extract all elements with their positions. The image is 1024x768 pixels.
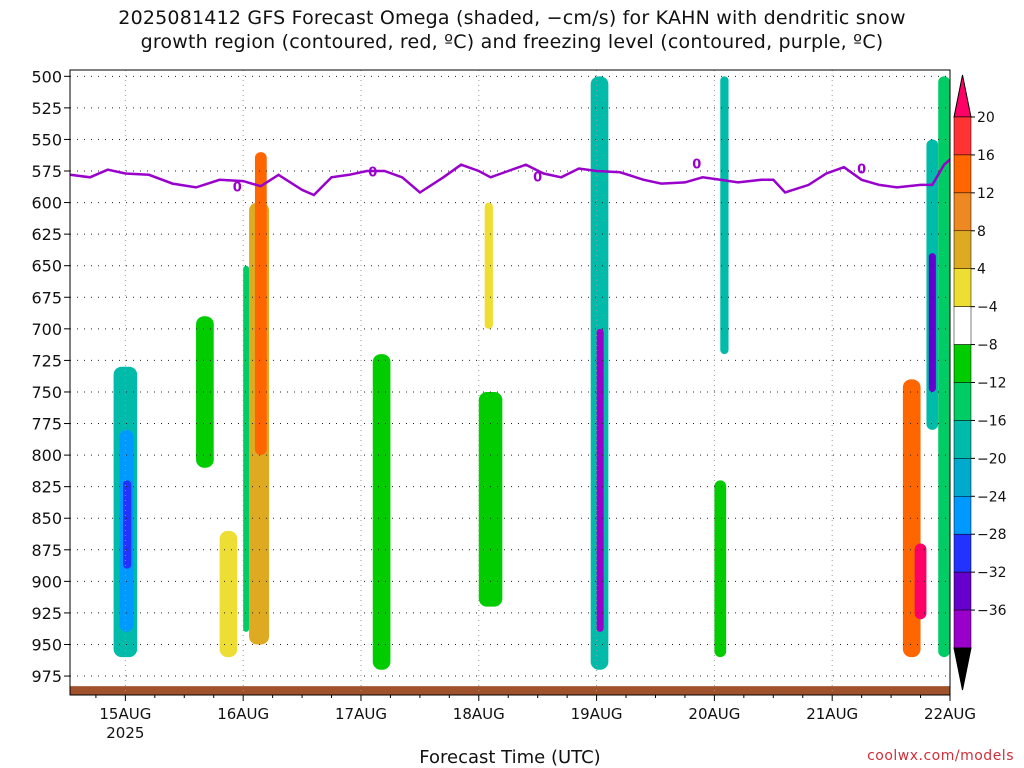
y-tick-label: 700 — [31, 320, 62, 339]
freezing-level-label: 0 — [857, 163, 866, 178]
y-tick-label: 525 — [31, 99, 62, 118]
freezing-level-label: 0 — [692, 158, 701, 173]
omega-region — [478, 391, 503, 607]
freezing-level-line — [70, 158, 950, 197]
watermark: coolwx.com/models — [867, 748, 1014, 764]
omega-region — [219, 530, 238, 658]
x-tick-label: 17AUG — [335, 705, 387, 723]
colorbar-block — [953, 496, 972, 535]
y-tick-label: 575 — [31, 162, 62, 181]
x-tick-label: 22AUG — [924, 705, 976, 723]
y-tick-label: 625 — [31, 225, 62, 244]
colorbar-block — [953, 458, 972, 497]
x-tick-label: 16AUG — [217, 705, 269, 723]
y-tick-label: 775 — [31, 415, 62, 434]
freezing-level-label: 0 — [233, 180, 242, 195]
omega-region — [254, 152, 267, 456]
y-tick-label: 875 — [31, 541, 62, 560]
colorbar-bottom-triangle — [953, 647, 972, 691]
colorbar-block — [953, 306, 972, 345]
colorbar-label: −36 — [977, 603, 1007, 619]
chart-title-line-2: growth region (contoured, red, ºC) and f… — [140, 31, 884, 53]
colorbar-label: −20 — [977, 451, 1007, 467]
terrain-band — [70, 686, 950, 695]
colorbar-label: −28 — [977, 527, 1007, 543]
colorbar-label: 8 — [977, 224, 986, 240]
omega-region — [372, 354, 391, 670]
y-tick-label: 600 — [31, 194, 62, 213]
colorbar-label: −24 — [977, 489, 1007, 505]
colorbar-top-triangle — [953, 74, 972, 118]
freezing-level-contour: 0 0 0 0 0 — [70, 158, 950, 197]
omega-region — [714, 480, 727, 658]
colorbar-block — [953, 420, 972, 459]
omega-region — [484, 202, 493, 329]
y-tick-label: 975 — [31, 667, 62, 686]
omega-region — [928, 253, 936, 392]
colorbar-block — [953, 533, 972, 573]
y-tick-label: 500 — [31, 67, 62, 86]
colorbar-label: 20 — [977, 110, 995, 126]
x-tick-label: 15AUG — [99, 705, 151, 723]
omega-region — [596, 328, 604, 632]
y-tick-label: 650 — [31, 257, 62, 276]
y-tick-label: 900 — [31, 572, 62, 591]
y-tick-label: 925 — [31, 604, 62, 623]
x-tick-label: 21AUG — [806, 705, 858, 723]
chart-title-line-1: 2025081412 GFS Forecast Omega (shaded, −… — [118, 7, 906, 29]
omega-region — [720, 76, 729, 355]
colorbar-label: 16 — [977, 148, 995, 164]
y-axis: 500 525 550 575 600 625 650 675 700 725 750 775 800 8… — [31, 67, 70, 686]
chart-title: 2025081412 GFS Forecast Omega (shaded, −… — [0, 6, 1024, 54]
x-tick-label: 20AUG — [688, 705, 740, 723]
freezing-level-label: 0 — [368, 165, 377, 180]
omega-region — [914, 543, 927, 620]
colorbar-label: 4 — [977, 262, 986, 278]
colorbar-label: −4 — [977, 300, 998, 316]
colorbar-block — [953, 571, 972, 611]
y-tick-label: 550 — [31, 130, 62, 149]
colorbar-block — [953, 268, 972, 307]
x-tick-label: 19AUG — [571, 705, 623, 723]
y-tick-label: 750 — [31, 383, 62, 402]
omega-region — [196, 316, 214, 468]
colorbar-block — [953, 382, 972, 421]
y-tick-label: 800 — [31, 446, 62, 465]
omega-shading — [113, 76, 950, 670]
x-tick-label: 18AUG — [453, 705, 505, 723]
freezing-level-label: 0 — [533, 170, 542, 185]
terrain-fill — [70, 686, 950, 695]
colorbar-block — [953, 344, 972, 383]
y-tick-label: 850 — [31, 509, 62, 528]
x-axis-label: Forecast Time (UTC) — [419, 747, 601, 768]
colorbar-label: −8 — [977, 338, 998, 354]
y-tick-label: 725 — [31, 351, 62, 370]
plot-frame — [69, 69, 951, 696]
omega-region — [243, 265, 250, 632]
colorbar-label: −12 — [977, 376, 1007, 392]
omega-region — [938, 76, 950, 658]
x-tick-sublabel: 2025 — [106, 724, 144, 742]
colorbar-block — [953, 154, 972, 194]
y-tick-label: 675 — [31, 288, 62, 307]
colorbar-block — [953, 192, 972, 232]
y-tick-label: 950 — [31, 635, 62, 654]
colorbar-block — [953, 609, 972, 649]
colorbar: 20 16 12 8 4 −4 −8 −12 −16 −20 −24 −28 −32 −36 — [953, 74, 1007, 691]
colorbar-label: 12 — [977, 186, 995, 202]
y-tick-label: 825 — [31, 478, 62, 497]
colorbar-block — [953, 230, 972, 269]
colorbar-label: −32 — [977, 565, 1007, 581]
omega-region — [123, 480, 132, 569]
colorbar-block — [953, 116, 972, 156]
colorbar-label: −16 — [977, 413, 1007, 429]
